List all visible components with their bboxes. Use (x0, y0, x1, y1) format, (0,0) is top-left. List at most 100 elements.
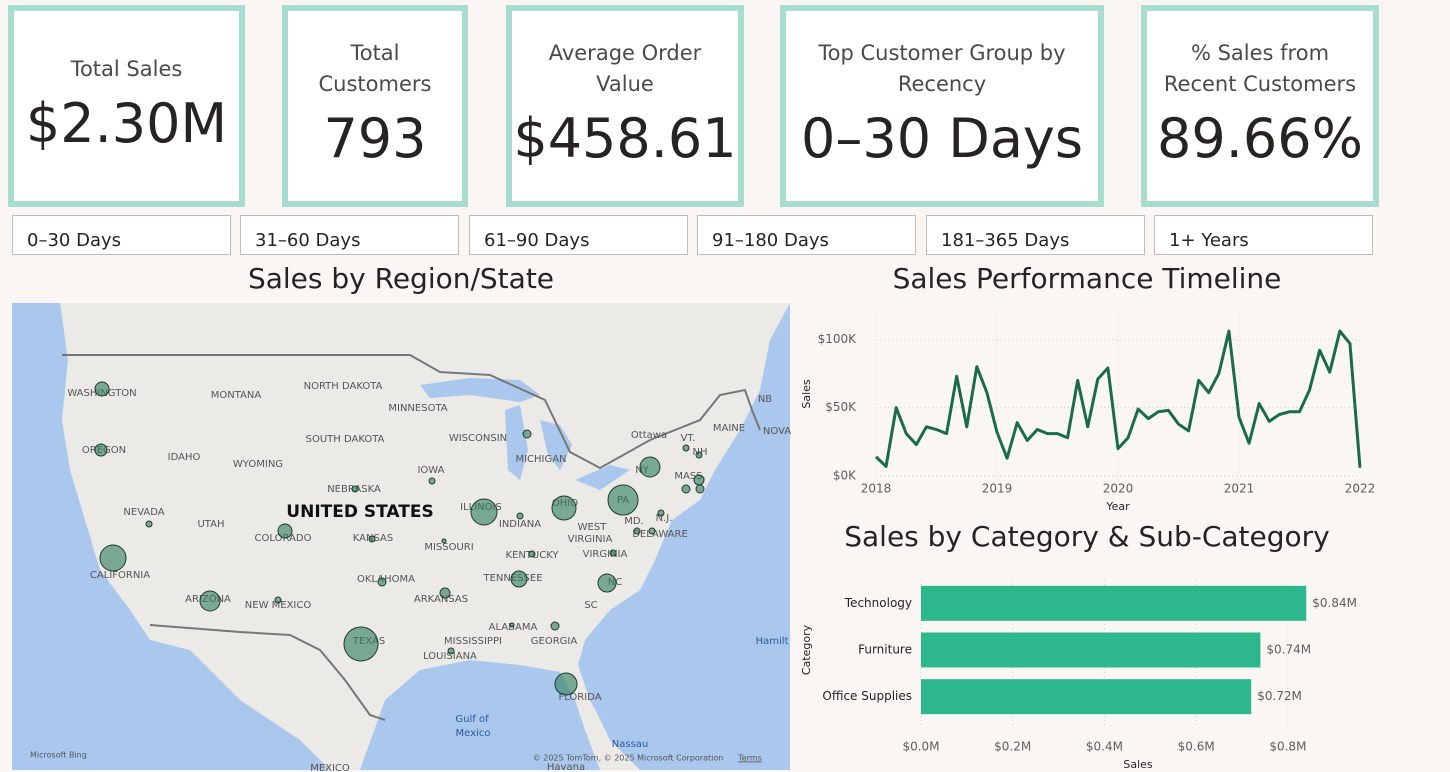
map-label: Hamilt (756, 636, 789, 647)
map-label: MAINE (713, 423, 745, 434)
y-tick-label: $0K (833, 469, 857, 483)
map-label: VIRGINIA (568, 534, 613, 545)
map-bubble (470, 498, 498, 526)
map-water (578, 303, 790, 770)
map-label: GEORGIA (531, 636, 578, 647)
map-label: Microsoft Bing (30, 751, 87, 760)
kpi-card: Total Customers 793 (282, 5, 468, 207)
map-label: Nassau (612, 739, 649, 750)
data-label: $0.84M (1312, 596, 1357, 610)
bar (921, 632, 1261, 668)
map-label: LOUISIANA (423, 651, 477, 662)
map-label: N.J. (656, 513, 673, 524)
map-water (575, 465, 630, 490)
map-bubble (94, 443, 108, 457)
map-water (12, 640, 330, 770)
map-title: Sales by Region/State (248, 262, 554, 295)
map-bubble (199, 590, 221, 612)
map-bubble (693, 474, 705, 486)
x-tick-label: 2019 (982, 482, 1013, 496)
slicer-button[interactable]: 31–60 Days (240, 215, 459, 255)
map-label: SC (584, 600, 597, 611)
y-tick-label: Furniture (858, 643, 912, 657)
map-bubble (277, 523, 293, 539)
map-label: Ottawa (631, 430, 667, 441)
y-tick-label: Technology (844, 596, 912, 610)
map-label: Mexico (456, 728, 491, 739)
data-label: $0.72M (1257, 689, 1302, 703)
map-label: Havana (547, 762, 585, 772)
map-bubble (509, 622, 515, 628)
slicer-button[interactable]: 61–90 Days (469, 215, 688, 255)
map-label: WISCONSIN (449, 433, 507, 444)
x-axis-title: Sales (1123, 758, 1153, 771)
y-tick-label: $100K (818, 332, 858, 346)
map-water (360, 660, 600, 770)
map-border (149, 624, 386, 721)
kpi-card: Average Order Value $458.61 (506, 5, 744, 207)
map-water (505, 405, 528, 480)
map-label: ALABAMA (489, 622, 538, 633)
kpi-value: 89.66% (1157, 107, 1363, 170)
slicer-button[interactable]: 0–30 Days (12, 215, 231, 255)
map-bubble (597, 573, 617, 593)
map-label: MONTANA (211, 390, 262, 401)
map-label: NB (758, 394, 772, 405)
map: WASHINGTONMONTANANORTH DAKOTAMINNESOTAOR… (12, 303, 791, 772)
map-label: Terms (737, 754, 762, 763)
map-bubble (695, 484, 705, 494)
map-bubble (657, 509, 665, 517)
map-bubble (528, 550, 536, 558)
bar (921, 585, 1307, 621)
map-label: WEST (578, 522, 608, 533)
map-bubble (648, 527, 656, 535)
kpi-title: Total Sales (70, 56, 183, 81)
kpi-card: Total Sales $2.30M (8, 5, 245, 207)
y-tick-label: $50K (825, 400, 857, 414)
map-label: INDIANA (499, 519, 541, 530)
slicer-button[interactable]: 1+ Years (1154, 215, 1373, 255)
kpi-title: Average Order Value (548, 41, 702, 96)
map-bubble (633, 527, 641, 535)
map-label: DELAWARE (632, 529, 688, 540)
map-bubble (682, 444, 690, 452)
map-label: MISSISSIPPI (444, 636, 502, 647)
kpi-title: Top Customer Group by Recency (818, 41, 1066, 96)
slicer-button[interactable]: 91–180 Days (697, 215, 916, 255)
map-bubble (609, 549, 617, 557)
data-label: $0.74M (1266, 643, 1311, 657)
map-label: NEW MEXICO (245, 600, 312, 611)
kpi-value: $2.30M (25, 91, 228, 155)
map-bubble (439, 587, 451, 599)
map-bubble (551, 495, 577, 521)
map-label: MISSOURI (424, 542, 473, 553)
map-label: NORTH DAKOTA (304, 381, 383, 392)
x-tick-label: $0.6M (1178, 740, 1215, 754)
bar (921, 679, 1252, 715)
map-label: UNITED STATES (286, 502, 433, 522)
x-tick-label: 2022 (1345, 482, 1376, 496)
map-water (12, 303, 150, 640)
map-bubble (695, 451, 703, 459)
x-tick-label: 2020 (1103, 482, 1134, 496)
y-axis-title: Category (800, 624, 813, 675)
kpi-card: Top Customer Group by Recency 0–30 Days (780, 5, 1104, 207)
map-label: CALIFORNIA (90, 570, 150, 581)
map-bubble (368, 535, 376, 543)
map-bubble (607, 484, 639, 516)
slicer-button[interactable]: 181–365 Days (926, 215, 1145, 255)
map-label: IOWA (417, 465, 444, 476)
kpi-value: 793 (323, 107, 427, 170)
map-bubble (681, 484, 691, 494)
map-label: VIRGINIA (583, 549, 628, 560)
map-label: VT. (681, 433, 696, 444)
map-bubble (447, 647, 455, 655)
map-label: © 2025 TomTom, © 2025 Microsoft Corporat… (533, 754, 724, 763)
y-axis-title: Sales (800, 379, 813, 409)
map-label: MICHIGAN (515, 454, 566, 465)
line-series (874, 329, 1362, 468)
map-bubble (343, 626, 379, 662)
map-bubble (516, 512, 524, 520)
